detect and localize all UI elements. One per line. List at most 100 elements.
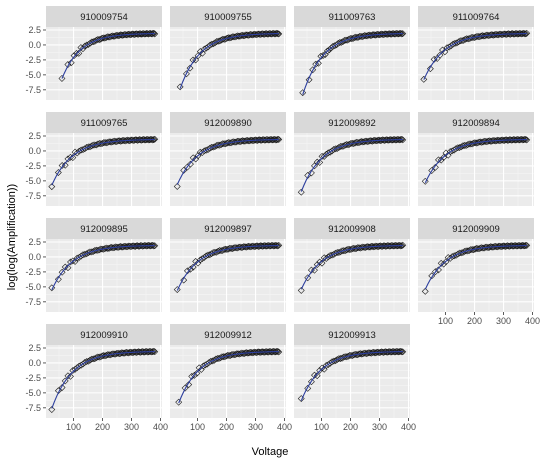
data-point [274, 30, 282, 38]
data-point [194, 259, 202, 267]
data-point [48, 183, 56, 191]
data-point [77, 44, 85, 51]
data-point [358, 138, 366, 146]
data-point [186, 64, 194, 72]
facet-strip [170, 218, 286, 239]
data-point [399, 136, 407, 144]
data-point [320, 152, 328, 160]
data-point [272, 136, 280, 144]
data-point [121, 242, 129, 250]
data-point [361, 349, 369, 357]
data-point [196, 148, 204, 156]
facet-strip [418, 112, 534, 133]
data-point [241, 243, 249, 251]
data-point [356, 350, 364, 358]
y-tick-label: -2.5 [25, 161, 41, 171]
data-point [297, 286, 305, 294]
x-tick-label: 100 [438, 316, 453, 326]
data-point [246, 243, 254, 251]
data-point [185, 381, 193, 389]
data-point [173, 183, 181, 190]
data-point [307, 169, 315, 177]
x-tick-label: 200 [95, 422, 110, 432]
data-point [365, 243, 373, 251]
x-tick-label: 400 [401, 422, 416, 432]
facet-strip-label: 912009909 [452, 224, 500, 235]
data-point [223, 34, 231, 42]
facet-panel: 912009913 100 200 300 400 [294, 324, 416, 432]
x-tick-label: 400 [153, 422, 168, 432]
data-point [493, 31, 501, 39]
data-point [113, 243, 121, 251]
data-point [117, 137, 124, 145]
data-point [428, 167, 436, 174]
data-point [126, 242, 134, 250]
data-point [272, 241, 280, 249]
data-point [399, 348, 407, 356]
data-point [492, 30, 500, 38]
data-point [396, 242, 404, 249]
facet-strip-label: 912009910 [80, 330, 128, 341]
data-point [325, 46, 333, 54]
facet-strip [294, 218, 410, 239]
data-point [431, 268, 439, 276]
data-point [399, 30, 407, 38]
data-point [150, 347, 158, 355]
y-axis-title: log(log(Amplification)) [6, 184, 18, 290]
data-point [71, 258, 79, 265]
facet-strip-label: 912009892 [328, 118, 376, 129]
x-tick-label: 400 [277, 422, 292, 432]
data-point [313, 372, 321, 380]
data-point [75, 49, 83, 57]
data-point [350, 34, 358, 42]
fit-line [423, 33, 527, 80]
panel-background [46, 133, 162, 206]
data-point [273, 347, 281, 355]
data-point [366, 349, 374, 357]
data-point [193, 369, 201, 377]
data-point [101, 139, 109, 146]
data-point [521, 135, 529, 143]
data-point [187, 160, 194, 168]
data-point [275, 136, 283, 143]
data-point [79, 45, 87, 53]
data-point [420, 75, 428, 83]
facet-strip [418, 218, 534, 239]
data-point [187, 265, 194, 273]
data-point [316, 158, 324, 166]
data-point [176, 83, 184, 91]
facet-strip-label: 911009765 [81, 118, 128, 129]
panel-background [418, 133, 534, 206]
data-point [350, 244, 358, 252]
facet-panel: 910009754 2.5 0.0 -2.5 -5.0 -7.5 [25, 6, 162, 100]
y-tick-label: -7.5 [25, 85, 41, 95]
y-tick-label: -2.5 [25, 373, 41, 383]
facet-strip-label: 910009755 [204, 12, 252, 23]
y-tick-label: -5.0 [25, 388, 41, 398]
data-point [397, 136, 405, 143]
facet-strip [294, 324, 410, 345]
data-point [220, 140, 228, 148]
data-point [183, 70, 190, 78]
x-tick-label: 300 [496, 316, 511, 326]
facet-panel: 912009897 [170, 218, 286, 312]
data-point [98, 34, 106, 42]
data-point [119, 349, 127, 357]
data-point [272, 348, 280, 356]
data-point [355, 244, 363, 252]
data-point [192, 56, 200, 64]
data-point [484, 31, 491, 39]
data-point [309, 66, 317, 74]
facet-strip-label: 911009764 [453, 12, 500, 23]
data-point [297, 395, 305, 402]
data-point [239, 137, 246, 145]
data-point [487, 137, 494, 145]
fit-line [178, 351, 279, 404]
data-point [397, 347, 405, 355]
data-point [478, 244, 486, 252]
y-tick-label: 0.0 [28, 252, 41, 262]
data-point [480, 32, 488, 40]
x-tick-label: 300 [124, 422, 139, 432]
data-point [273, 242, 281, 250]
facet-strip-label: 912009894 [452, 118, 500, 129]
